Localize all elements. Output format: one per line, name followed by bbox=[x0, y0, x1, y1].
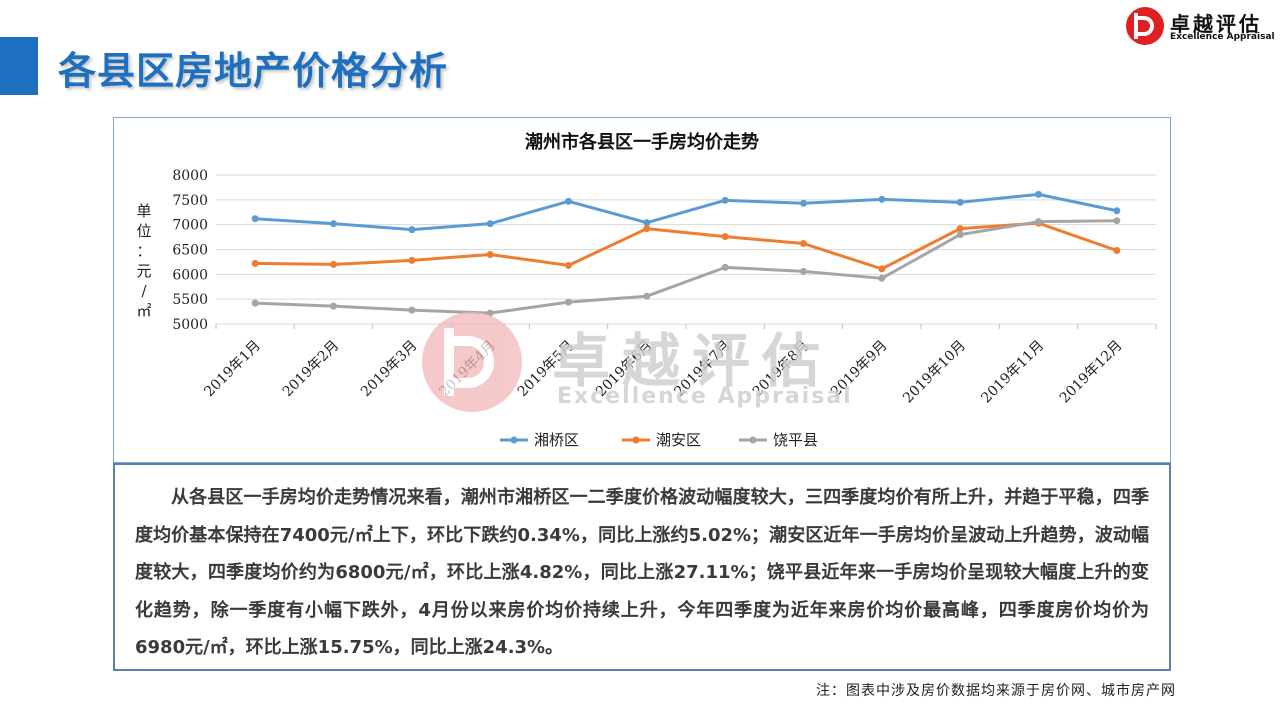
data-point bbox=[565, 197, 572, 205]
page-title: 各县区房地产价格分析 bbox=[58, 49, 449, 93]
chart-legend: 湘桥区 潮安区 饶平县 bbox=[500, 431, 818, 449]
logo-text-en: Excellence Appraisal bbox=[1170, 32, 1275, 42]
legend-item: 饶平县 bbox=[739, 431, 818, 449]
data-point bbox=[878, 265, 886, 273]
data-point bbox=[251, 215, 259, 223]
series-line bbox=[255, 219, 1117, 315]
y-axis-label-char: / bbox=[141, 282, 147, 300]
y-tick-label: 8000 bbox=[172, 168, 208, 184]
x-axis-ticks: 2019年1月 2019年2月 2019年3月 2019年4月 2019年5月 2019年… bbox=[201, 338, 1125, 407]
y-axis-label-char: 位 bbox=[136, 222, 151, 240]
legend-item: 湘桥区 bbox=[500, 431, 579, 449]
y-tick-label: 6000 bbox=[172, 267, 208, 283]
x-tick-label: 2019年3月 bbox=[358, 338, 421, 401]
y-axis-label-char: 元 bbox=[136, 262, 151, 280]
data-point bbox=[800, 199, 807, 207]
data-point bbox=[330, 220, 337, 228]
data-point bbox=[251, 259, 259, 267]
legend-label: 饶平县 bbox=[773, 431, 818, 449]
data-point bbox=[878, 195, 886, 203]
legend-label: 湘桥区 bbox=[534, 431, 579, 449]
data-point bbox=[878, 274, 886, 282]
data-point bbox=[800, 240, 807, 248]
data-point bbox=[1035, 218, 1042, 226]
x-tick-label: 2019年10月 bbox=[900, 338, 969, 407]
data-point bbox=[251, 299, 259, 307]
company-logo: 卓越评估 Excellence Appraisal bbox=[1126, 6, 1276, 46]
data-point bbox=[486, 309, 494, 317]
x-tick-label: 2019年9月 bbox=[828, 338, 891, 401]
legend-item: 潮安区 bbox=[622, 431, 701, 449]
data-point bbox=[956, 198, 964, 206]
x-tick-label: 2019年4月 bbox=[436, 338, 499, 401]
x-tick-label: 2019年7月 bbox=[671, 338, 734, 401]
chart-series bbox=[251, 190, 1121, 317]
legend-swatch-marker bbox=[632, 436, 640, 444]
source-note: 注：图表中涉及房价数据均来源于房价网、城市房产网 bbox=[816, 683, 1176, 699]
legend-swatch-marker bbox=[749, 436, 757, 444]
logo-text-cn: 卓越评估 bbox=[1170, 12, 1262, 36]
y-axis-label-char: ： bbox=[136, 242, 151, 260]
chart-panel: 潮州市各县区一手房均价走势 5000 5500 6000 6500 7000 7500 80… bbox=[113, 117, 1171, 463]
y-axis-label: 单位 ： 元 / ㎡ bbox=[136, 202, 151, 320]
series-line bbox=[255, 221, 1118, 271]
data-point bbox=[721, 263, 729, 271]
x-tick-label: 2019年11月 bbox=[978, 338, 1047, 407]
legend-swatch-marker bbox=[510, 436, 518, 444]
chart-title: 潮州市各县区一手房均价走势 bbox=[525, 131, 759, 153]
data-point bbox=[956, 225, 964, 233]
x-tick-label: 2019年5月 bbox=[515, 338, 578, 401]
data-point bbox=[800, 267, 807, 275]
data-point bbox=[565, 261, 572, 269]
series-湘桥区 bbox=[251, 190, 1121, 234]
x-tick-label: 2019年12月 bbox=[1057, 338, 1126, 407]
x-tick-label: 2019年2月 bbox=[280, 338, 343, 401]
x-tick-label: 2019年1月 bbox=[201, 338, 264, 401]
data-point bbox=[721, 233, 729, 241]
data-point bbox=[1035, 190, 1042, 198]
y-tick-label: 6500 bbox=[172, 243, 208, 259]
series-潮安区 bbox=[251, 219, 1121, 273]
data-point bbox=[486, 220, 494, 228]
analysis-panel: 从各县区一手房均价走势情况来看，潮州市湘桥区一二季度价格波动幅度较大，三四季度均… bbox=[113, 463, 1171, 671]
analysis-text: 从各县区一手房均价走势情况来看，潮州市湘桥区一二季度价格波动幅度较大，三四季度均… bbox=[135, 487, 1149, 658]
data-point bbox=[643, 225, 651, 233]
y-axis-ticks: 5000 5500 6000 6500 7000 7500 8000 bbox=[172, 168, 208, 333]
data-point bbox=[956, 231, 964, 239]
data-point bbox=[565, 298, 572, 306]
y-axis-label-char: 单 bbox=[136, 202, 151, 220]
x-tick-label: 2019年6月 bbox=[593, 338, 656, 401]
data-point bbox=[330, 260, 337, 268]
price-trend-chart: 潮州市各县区一手房均价走势 5000 5500 6000 6500 7000 7500 80… bbox=[136, 131, 1157, 449]
data-point bbox=[643, 292, 651, 300]
data-point bbox=[330, 302, 337, 310]
chart-gridlines bbox=[215, 174, 1157, 329]
series-line bbox=[255, 192, 1118, 232]
data-point bbox=[408, 256, 416, 264]
data-point bbox=[408, 226, 416, 234]
y-tick-label: 7500 bbox=[172, 193, 208, 209]
y-axis-label-char: ㎡ bbox=[136, 302, 151, 320]
data-point bbox=[1113, 246, 1121, 254]
series-饶平县 bbox=[251, 217, 1121, 317]
data-point bbox=[1113, 217, 1121, 225]
data-point bbox=[408, 306, 416, 314]
data-point bbox=[643, 219, 651, 227]
title-accent-bar bbox=[0, 37, 38, 95]
data-point bbox=[721, 196, 729, 204]
logo-icon bbox=[1126, 7, 1164, 45]
data-point bbox=[486, 250, 494, 258]
y-tick-label: 5500 bbox=[172, 292, 208, 308]
x-tick-label: 2019年8月 bbox=[750, 338, 813, 401]
data-point bbox=[1113, 207, 1121, 215]
legend-label: 潮安区 bbox=[656, 431, 701, 449]
y-tick-label: 5000 bbox=[172, 317, 208, 333]
y-tick-label: 7000 bbox=[172, 218, 208, 234]
